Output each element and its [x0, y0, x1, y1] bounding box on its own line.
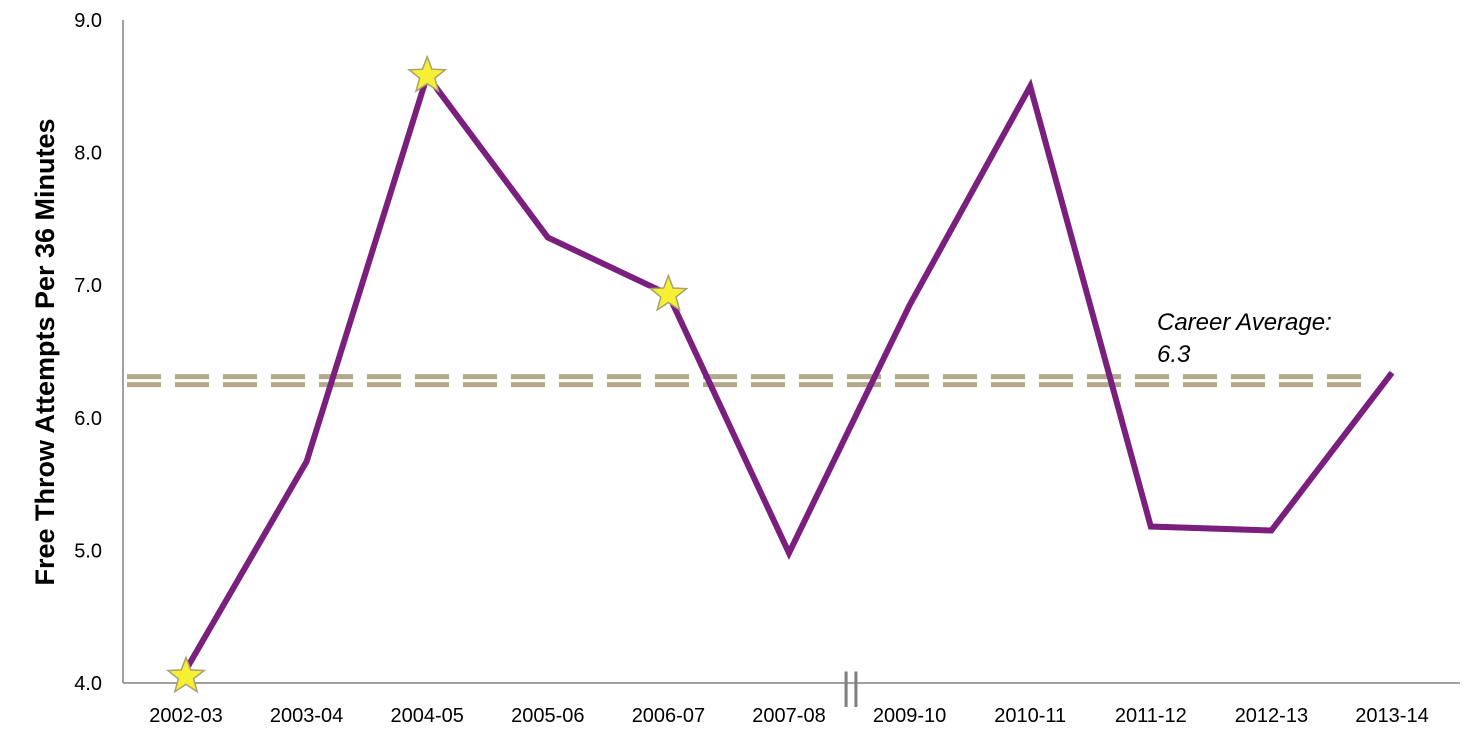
career-average-label: Career Average: — [1157, 309, 1332, 336]
star-marker — [407, 54, 448, 93]
x-tick-label: 2005-06 — [511, 705, 584, 727]
series-group — [183, 69, 1395, 672]
x-axis: || 2002-03 2003-04 2004-05 2005-06 2006-07 20… — [123, 666, 1460, 727]
y-tick-label: 8.0 — [74, 143, 102, 165]
x-tick-label: 2007-08 — [752, 705, 825, 727]
x-tick-label: 2004-05 — [390, 705, 463, 727]
y-tick-label: 4.0 — [74, 673, 102, 695]
y-axis-label: Free Throw Attempts Per 36 Minutes — [30, 118, 60, 585]
y-tick-label: 9.0 — [74, 10, 102, 32]
axis-break-marker: || — [841, 666, 861, 708]
x-tick-label: 2002-03 — [149, 705, 222, 727]
y-tick-labels: 4.0 5.0 6.0 7.0 8.0 9.0 — [74, 10, 102, 695]
y-tick-label: 6.0 — [74, 408, 102, 430]
x-tick-label: 2003-04 — [270, 705, 343, 727]
career-average-line — [127, 374, 1375, 388]
x-tick-label: 2013-14 — [1355, 705, 1428, 727]
star-marker — [648, 273, 689, 312]
y-axis: 4.0 5.0 6.0 7.0 8.0 9.0 — [74, 10, 124, 695]
x-tick-label: 2012-13 — [1235, 705, 1308, 727]
x-tick-label: 2006-07 — [632, 705, 705, 727]
star-marker — [165, 655, 207, 694]
y-tick-label: 5.0 — [74, 540, 102, 562]
x-tick-labels: 2002-03 2003-04 2004-05 2005-06 2006-07 2007-… — [149, 705, 1428, 727]
x-tick-label: 2009-10 — [873, 705, 946, 727]
career-average-value: 6.3 — [1157, 341, 1191, 368]
star-markers — [165, 54, 689, 694]
x-tick-label: 2010-11 — [994, 705, 1066, 727]
y-tick-label: 7.0 — [74, 275, 102, 297]
x-tick-label: 2011-12 — [1115, 705, 1187, 727]
series-line — [183, 69, 1395, 672]
